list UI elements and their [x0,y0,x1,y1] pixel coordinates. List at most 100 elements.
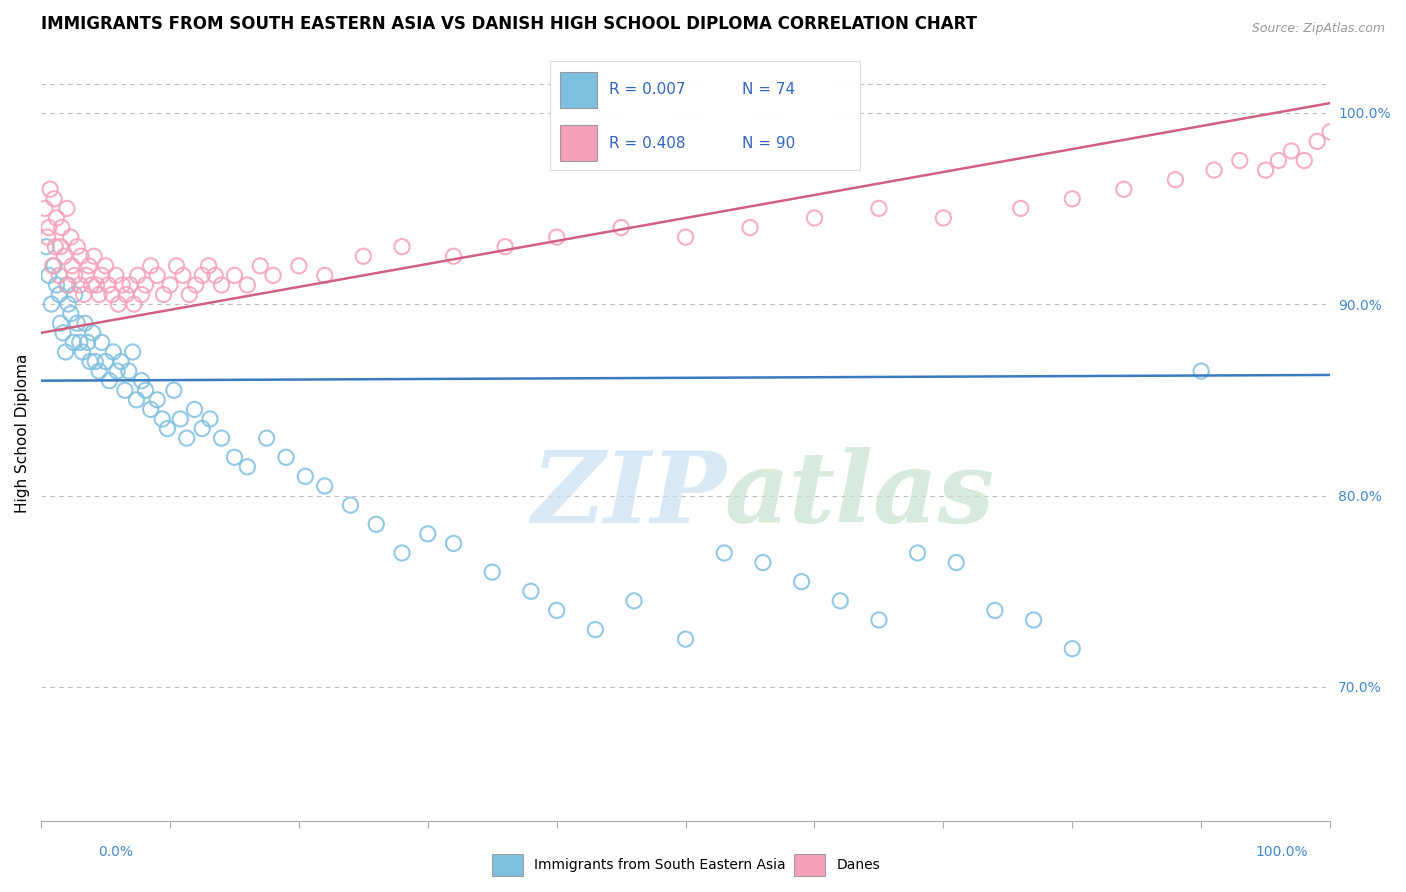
Point [352,249,374,263]
Point [197,259,219,273]
Point [156,421,179,435]
Point [314,268,336,283]
Point [211,277,233,292]
Point [118,277,141,292]
Point [62,335,84,350]
Point [1229,153,1251,168]
Point [38,220,60,235]
Point [738,220,761,235]
Point [111,277,134,292]
Point [105,364,128,378]
Point [72,345,94,359]
Point [391,240,413,254]
Point [150,412,173,426]
Point [139,402,162,417]
Point [56,297,79,311]
Point [103,345,125,359]
Point [1357,125,1379,139]
Point [98,374,121,388]
Point [80,277,103,292]
Point [366,517,388,532]
Point [204,268,226,283]
Point [110,354,132,368]
Point [163,384,186,398]
Point [675,230,697,244]
Text: 100.0%: 100.0% [1256,845,1308,859]
Point [94,259,117,273]
Point [38,268,60,283]
Point [69,335,91,350]
Point [183,402,205,417]
Point [131,374,153,388]
Point [1062,192,1084,206]
Text: atlas: atlas [724,447,994,543]
Text: Danes: Danes [837,858,880,871]
Point [165,259,187,273]
Point [520,584,543,599]
Point [868,202,890,216]
Point [494,240,516,254]
Point [48,287,70,301]
Point [1384,105,1406,120]
Point [41,259,63,273]
Point [191,421,214,435]
Point [803,211,825,225]
Point [56,277,79,292]
Point [1202,163,1225,178]
Point [48,268,70,283]
Point [262,268,284,283]
Point [146,392,169,407]
Point [134,384,156,398]
Point [101,287,124,301]
Point [1279,144,1302,158]
Point [945,556,967,570]
Point [115,287,138,301]
Point [179,287,201,301]
Point [184,277,207,292]
Point [1267,153,1289,168]
Point [1294,153,1316,168]
Point [984,603,1007,617]
Point [59,230,82,244]
Text: ZIP: ZIP [531,447,725,543]
Point [790,574,813,589]
Point [118,364,141,378]
Point [104,268,127,283]
Point [1164,172,1187,186]
Point [121,345,143,359]
Point [45,211,67,225]
Point [77,259,100,273]
Point [52,326,75,340]
Point [274,450,297,465]
Point [176,431,198,445]
Point [66,240,89,254]
Point [288,259,311,273]
Point [131,287,153,301]
Point [86,277,108,292]
Point [152,287,174,301]
Point [224,268,246,283]
Point [82,326,104,340]
Point [610,220,633,235]
Point [1396,115,1406,129]
Point [623,594,645,608]
Point [713,546,735,560]
Point [224,450,246,465]
Point [56,277,79,292]
Point [169,412,191,426]
Point [63,268,86,283]
Point [87,364,110,378]
Point [868,613,890,627]
Point [416,526,439,541]
Point [139,259,162,273]
Point [37,230,59,244]
Point [1344,115,1367,129]
Point [198,412,221,426]
Point [87,287,110,301]
Point [127,268,149,283]
Point [44,240,66,254]
Point [249,259,271,273]
Point [481,565,503,579]
Text: IMMIGRANTS FROM SOUTH EASTERN ASIA VS DANISH HIGH SCHOOL DIPLOMA CORRELATION CHA: IMMIGRANTS FROM SOUTH EASTERN ASIA VS DA… [41,15,977,33]
Text: Immigrants from South Eastern Asia: Immigrants from South Eastern Asia [534,858,786,871]
